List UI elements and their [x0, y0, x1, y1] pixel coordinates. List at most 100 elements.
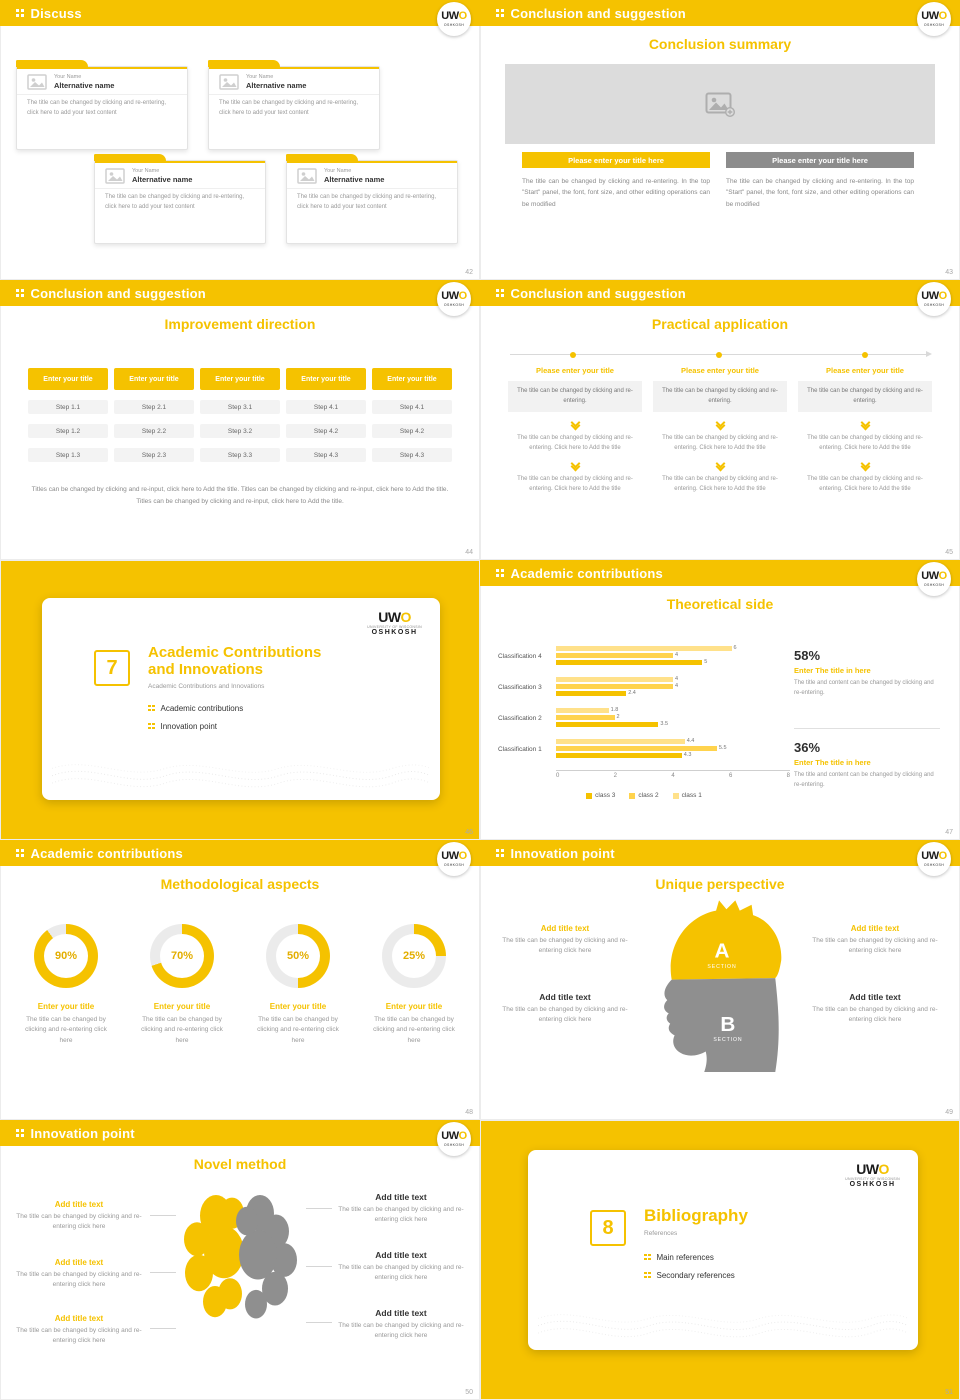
step-item: Step 1.2	[28, 424, 108, 438]
cover-bullet[interactable]: Main references	[644, 1253, 894, 1262]
page-number: 47	[945, 829, 953, 836]
wave-decoration	[538, 1314, 908, 1338]
donut-title[interactable]: Enter your title	[37, 1002, 95, 1011]
bar-chart: Classification 4 6 4 5 Classification 3 4 4 2.4…	[498, 645, 790, 779]
cover-bullet[interactable]: Secondary references	[644, 1271, 894, 1280]
slide-header-title: Conclusion and suggestion	[510, 5, 686, 21]
step-column: Enter your title Step 4.1 Step 4.2 Step …	[372, 368, 452, 462]
header-squares-icon	[496, 569, 504, 577]
uwo-logo: UWO OSHKOSH	[917, 2, 951, 36]
column-title-button[interactable]: Enter your title	[28, 368, 108, 390]
category-label: Classification 2	[498, 715, 542, 722]
bar	[556, 677, 673, 682]
profile-card[interactable]: Your Name Alternative name The title can…	[16, 60, 188, 150]
donut-title[interactable]: Enter your title	[153, 1002, 211, 1011]
item-title[interactable]: Add title text	[849, 992, 901, 1002]
item-title[interactable]: Add title text	[539, 992, 591, 1002]
uwo-logo: UWO OSHKOSH	[437, 842, 471, 876]
section-b-label: SECTION	[713, 1037, 742, 1043]
profile-card[interactable]: Your Name Alternative name The title can…	[286, 154, 458, 244]
slide-header: Discuss	[0, 0, 480, 26]
cover-bullet[interactable]: Academic contributions	[148, 704, 418, 713]
card-name-label: Your Name	[324, 168, 352, 174]
slide-48-methodological-aspects[interactable]: Academic contributions UWO OSHKOSH Metho…	[0, 840, 480, 1120]
column-title[interactable]: Please enter your title	[681, 366, 759, 375]
uwo-logo-school: OSHKOSH	[849, 1181, 896, 1188]
page-number: 48	[465, 1109, 473, 1116]
bar-value-label: 2.4	[628, 689, 636, 696]
text-item: Add title text The title can be changed …	[8, 1200, 150, 1233]
item-title[interactable]: Add title text	[540, 924, 590, 933]
cover-bullet[interactable]: Innovation point	[148, 722, 418, 731]
header-squares-icon	[16, 9, 24, 17]
donut-title[interactable]: Enter your title	[385, 1002, 443, 1011]
item-title[interactable]: Add title text	[375, 1250, 427, 1260]
item-title[interactable]: Add title text	[375, 1192, 427, 1202]
item-title[interactable]: Add title text	[54, 1314, 104, 1323]
slide-46-section-cover[interactable]: UWO UNIVERSITY OF WISCONSIN OSHKOSH 7 Ac…	[0, 560, 480, 840]
donut-percentage: 90%	[44, 934, 88, 978]
column-box-text: The title can be changed by clicking and…	[508, 381, 642, 413]
column-step-text: The title can be changed by clicking and…	[517, 476, 633, 492]
item-body: The title can be changed by clicking and…	[812, 937, 938, 955]
column-title[interactable]: Please enter your title	[826, 366, 904, 375]
title-button-yellow[interactable]: Please enter your title here	[522, 152, 710, 168]
uwo-logo-mark: UWO	[441, 850, 467, 862]
slide-43-conclusion-summary[interactable]: Conclusion and suggestion UWO OSHKOSH Co…	[480, 0, 960, 280]
bar-value-label: 3.5	[660, 720, 669, 727]
section-number: 8	[590, 1210, 626, 1246]
step-item: Step 4.1	[372, 400, 452, 414]
slide-50-novel-method[interactable]: Innovation point UWO OSHKOSH Novel metho…	[0, 1120, 480, 1400]
double-chevron-down-icon	[508, 453, 642, 475]
column-step-text: The title can be changed by clicking and…	[662, 435, 778, 451]
folder-tab	[16, 60, 88, 67]
image-placeholder-icon	[705, 92, 735, 117]
slide-44-improvement-direction[interactable]: Conclusion and suggestion UWO OSHKOSH Im…	[0, 280, 480, 560]
column-title-button[interactable]: Enter your title	[372, 368, 452, 390]
double-chevron-down-icon	[653, 453, 787, 475]
image-placeholder[interactable]	[505, 64, 935, 144]
bar-value-label: 5.5	[718, 744, 727, 751]
uwo-logo-school: OSHKOSH	[923, 303, 945, 307]
step-item: Step 4.2	[286, 424, 366, 438]
stat-title[interactable]: Enter The title in here	[794, 758, 871, 767]
uwo-logo: UWO OSHKOSH	[437, 282, 471, 316]
column-title[interactable]: Please enter your title	[536, 366, 614, 375]
item-title[interactable]: Add title text	[54, 1258, 104, 1267]
item-title[interactable]: Add title text	[850, 924, 900, 933]
title-button-gray[interactable]: Please enter your title here	[726, 152, 914, 168]
card-alt-name: Alternative name	[324, 175, 385, 184]
bar	[556, 746, 717, 751]
item-title[interactable]: Add title text	[375, 1308, 427, 1318]
x-tick-label: 8	[786, 773, 790, 779]
profile-card[interactable]: Your Name Alternative name The title can…	[208, 60, 380, 150]
stat-title[interactable]: Enter The title in here	[794, 666, 871, 675]
uwo-logo: UWO OSHKOSH	[917, 282, 951, 316]
bullet-squares-icon	[148, 704, 155, 712]
donut-block: 50% Enter your title The title can be ch…	[244, 924, 352, 1046]
slide-47-theoretical-side[interactable]: Academic contributions UWO OSHKOSH Theor…	[480, 560, 960, 840]
item-title[interactable]: Add title text	[54, 1200, 104, 1209]
donut-title[interactable]: Enter your title	[269, 1002, 327, 1011]
bar-value-label: 4	[675, 682, 679, 689]
folder-tab	[94, 154, 166, 161]
column-title-button[interactable]: Enter your title	[114, 368, 194, 390]
step-item: Step 4.1	[286, 400, 366, 414]
slide-51-bibliography-cover[interactable]: UWO UNIVERSITY OF WISCONSIN OSHKOSH 8 Bi…	[480, 1120, 960, 1400]
cover-title-line1: Academic Contributions	[148, 644, 322, 661]
item-body: The title can be changed by clicking and…	[338, 1264, 464, 1282]
bar	[556, 753, 682, 758]
profile-card[interactable]: Your Name Alternative name The title can…	[94, 154, 266, 244]
uwo-logo-school: OSHKOSH	[443, 1143, 465, 1147]
column-title-button[interactable]: Enter your title	[200, 368, 280, 390]
donut-chart: 25%	[382, 924, 446, 988]
column-title-button[interactable]: Enter your title	[286, 368, 366, 390]
brain-right-hemisphere	[236, 1195, 297, 1319]
slide-45-practical-application[interactable]: Conclusion and suggestion UWO OSHKOSH Pr…	[480, 280, 960, 560]
slide-42-discuss[interactable]: Discuss UWO OSHKOSH Your Name Alternativ…	[0, 0, 480, 280]
uwo-logo-school: OSHKOSH	[923, 583, 945, 587]
stat-body: The title and content can be changed by …	[794, 772, 934, 789]
slide-49-unique-perspective[interactable]: Innovation point UWO OSHKOSH Unique pers…	[480, 840, 960, 1120]
step-item: Step 2.3	[114, 448, 194, 462]
